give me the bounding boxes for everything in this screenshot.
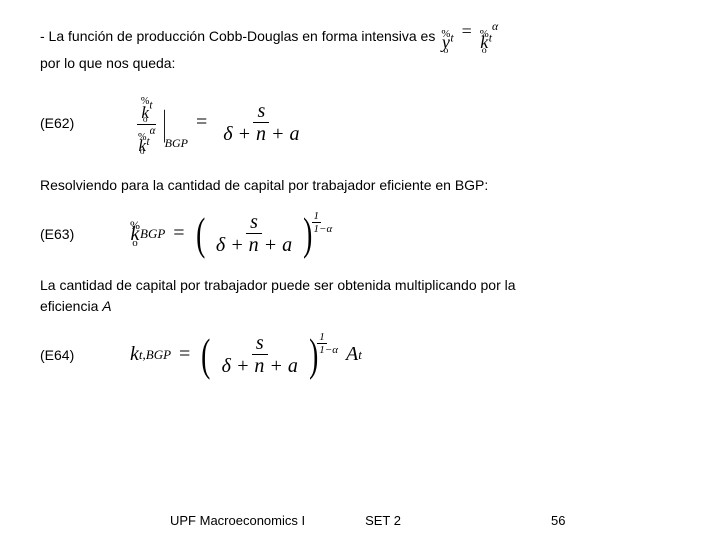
bgp-subscript: BGP xyxy=(165,136,188,151)
equation-62-body: %·kot %kotα | BGP = s δ + n + a xyxy=(130,90,308,155)
page-root: - La función de producción Cobb-Douglas … xyxy=(0,0,720,540)
page-footer: UPF Macroeconomics I SET 2 56 xyxy=(0,513,720,528)
multiply-text-1: La cantidad de capital por trabajador pu… xyxy=(40,275,680,296)
equation-64-body: kt,BGP = ( s δ + n + a ) 1 1−α At xyxy=(130,333,362,376)
inline-eq-yt-kt: %yot=%kotα xyxy=(441,20,498,53)
intro-text-2: por lo que nos queda: xyxy=(40,53,680,74)
equation-63-label: (E63) xyxy=(40,226,130,242)
equation-62-row: (E62) %·kot %kotα | BGP = s δ + n + a xyxy=(40,90,680,155)
resolve-text: Resolviendo para la cantidad de capital … xyxy=(40,175,680,196)
footer-course: UPF Macroeconomics I xyxy=(170,513,305,528)
intro-line-1: - La función de producción Cobb-Douglas … xyxy=(40,20,680,53)
equation-63-row: (E63) %koBGP = ( s δ + n + a ) 1 1−α xyxy=(40,212,680,255)
footer-page-number: 56 xyxy=(551,513,565,528)
equation-63-body: %koBGP = ( s δ + n + a ) 1 1−α xyxy=(130,212,334,255)
equation-64-row: (E64) kt,BGP = ( s δ + n + a ) 1 1−α At xyxy=(40,333,680,376)
equation-64-label: (E64) xyxy=(40,347,130,363)
equation-62-label: (E62) xyxy=(40,115,130,131)
intro-text-1: - La función de producción Cobb-Douglas … xyxy=(40,26,435,47)
bgp-bar: | xyxy=(163,102,167,144)
multiply-text-2: eficiencia A xyxy=(40,296,680,317)
equals-sign: = xyxy=(188,111,215,134)
footer-set: SET 2 xyxy=(365,513,401,528)
